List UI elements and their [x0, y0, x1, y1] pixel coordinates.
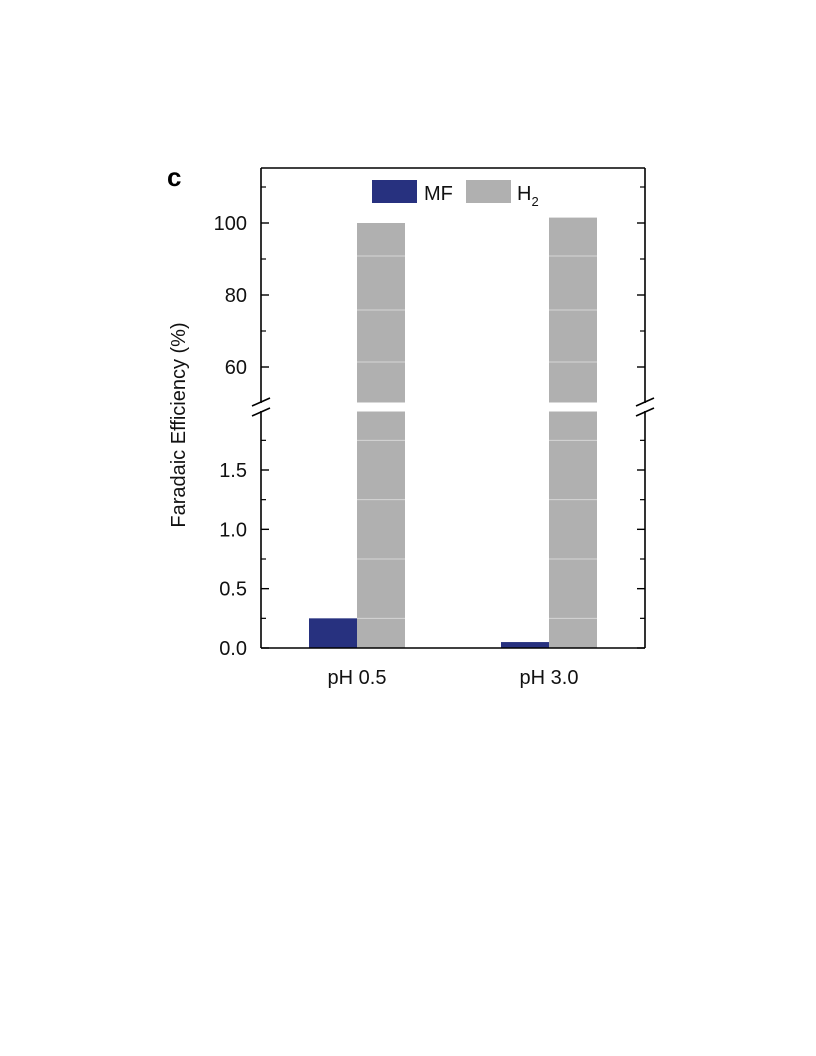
x-category-label-1: pH 3.0	[520, 667, 579, 689]
bar-h2-0-upper	[357, 223, 405, 403]
y-tick-label-lower-0: 0.0	[219, 638, 247, 660]
legend-label-h2: H2	[517, 183, 539, 209]
y-tick-label-lower-1: 0.5	[219, 579, 247, 601]
legend-label-h2-main: H	[517, 183, 531, 205]
bars-group	[309, 217, 599, 648]
bar-h2-0-lower	[357, 411, 405, 648]
y-tick-label-upper-1: 80	[225, 285, 247, 307]
y-axis-title: Faradaic Efficiency (%)	[168, 322, 190, 527]
legend-swatch-h2	[466, 180, 511, 203]
legend-swatch-mf	[372, 180, 417, 203]
axis-break-mark-left-1	[251, 397, 271, 407]
y-tick-label-upper-2: 100	[214, 213, 247, 235]
axis-break-mark-left-2	[251, 407, 271, 417]
x-axis-labels: pH 0.5 pH 3.0	[328, 667, 579, 689]
bar-mf-0	[309, 618, 357, 648]
legend-label-h2-subscript: 2	[531, 194, 538, 209]
y-axis-ticks: 0.0 0.5 1.0 1.5 60 80 100	[214, 186, 645, 660]
panel-label: c	[167, 162, 181, 192]
axis-break-mark-right-2	[635, 407, 655, 417]
x-category-label-0: pH 0.5	[328, 667, 387, 689]
y-tick-label-lower-3: 1.5	[219, 460, 247, 482]
bar-mf-1	[501, 642, 549, 648]
legend-label-mf: MF	[424, 183, 453, 205]
y-tick-label-upper-0: 60	[225, 357, 247, 379]
bar-h2-1-lower	[549, 411, 597, 648]
legend: MF H2	[372, 180, 539, 209]
axis-break-mark-right-1	[635, 397, 655, 407]
y-tick-label-lower-2: 1.0	[219, 519, 247, 541]
